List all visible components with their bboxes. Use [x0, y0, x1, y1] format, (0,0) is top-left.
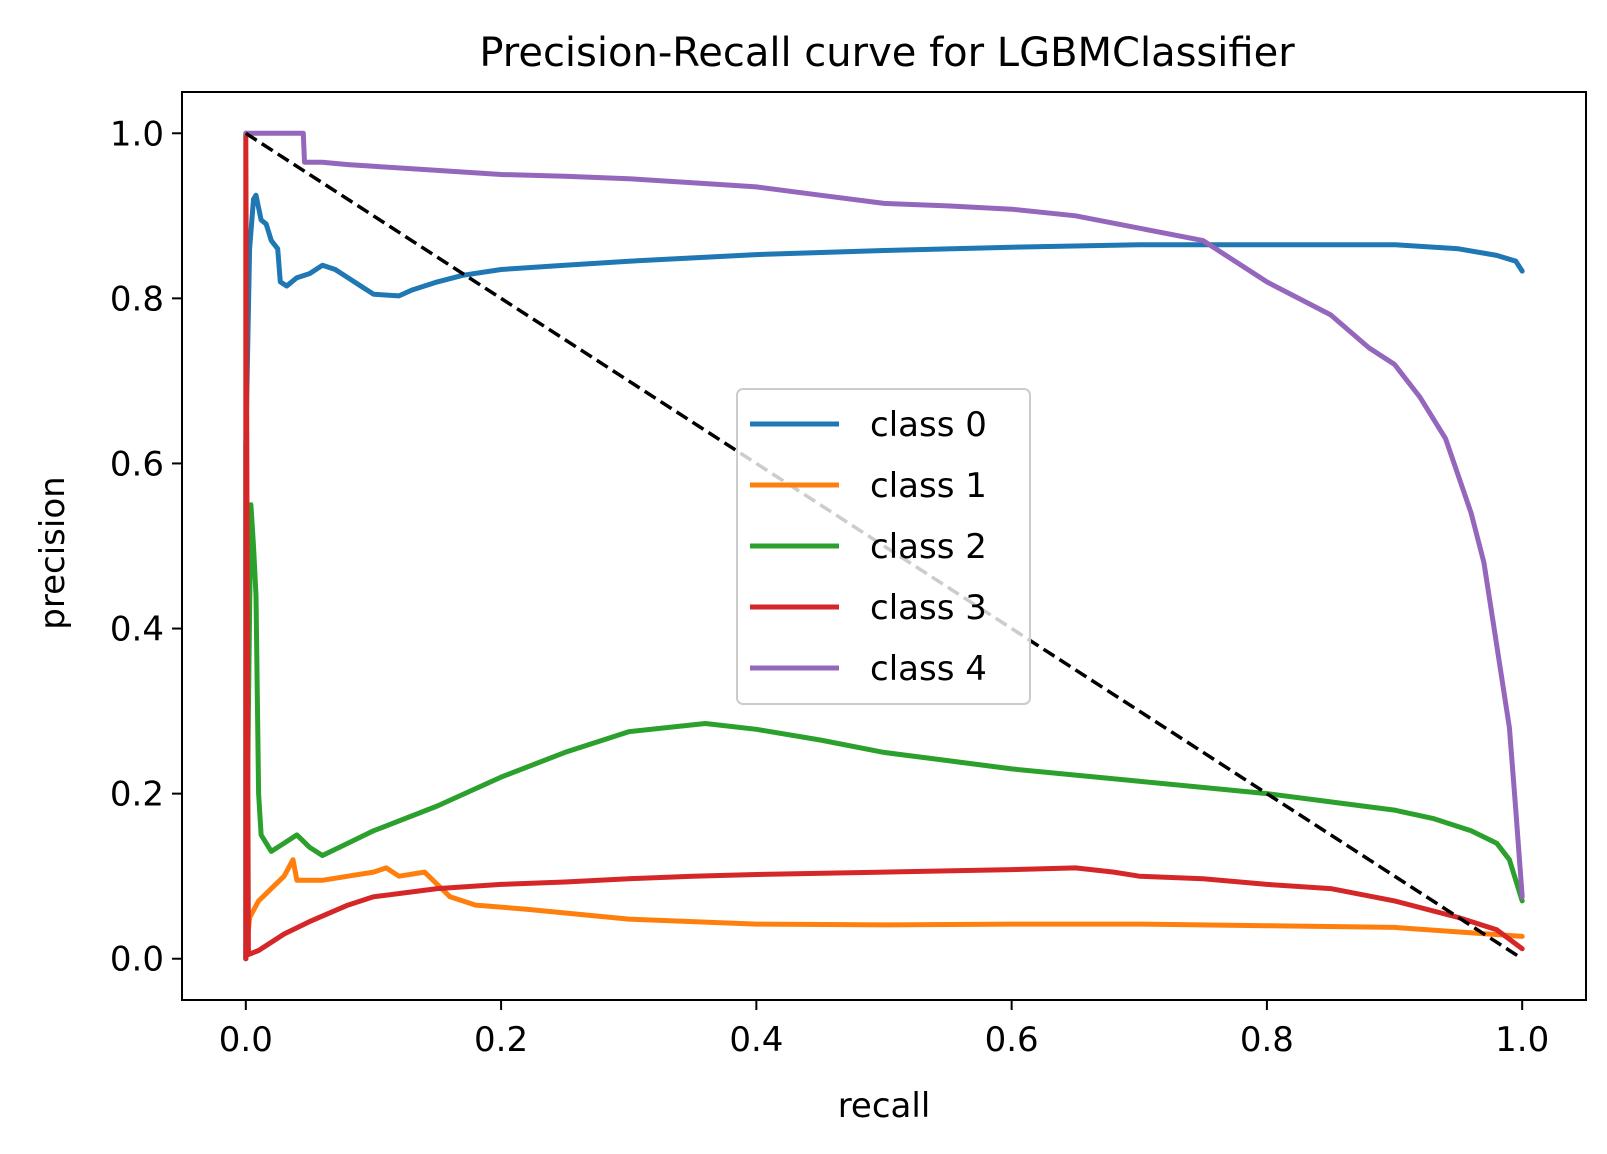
series-line-class-1: [243, 857, 1525, 962]
x-tick-label: 0.4: [729, 1020, 783, 1060]
series-line-class-3: [243, 130, 1525, 962]
legend-label: class 1: [870, 466, 987, 506]
y-axis-label: precision: [33, 476, 73, 629]
y-tick-label: 1.0: [110, 114, 164, 154]
y-tick-label: 0.6: [110, 444, 164, 484]
x-axis-ticks: 0.0 0.2 0.4 0.6 0.8 1.0: [219, 1000, 1549, 1060]
legend-label: class 4: [870, 649, 987, 689]
legend-label: class 2: [870, 527, 987, 567]
chart-title: Precision-Recall curve for LGBMClassifie…: [479, 30, 1295, 76]
y-axis-ticks: 0.0 0.2 0.4 0.6 0.8 1.0: [110, 114, 182, 980]
legend-label: class 0: [870, 405, 987, 445]
x-tick-label: 0.2: [474, 1020, 528, 1060]
legend-label: class 3: [870, 588, 987, 628]
series-line-class-4: [243, 130, 1525, 900]
legend: class 0 class 1 class 2 class 3 class 4: [736, 388, 1031, 705]
plot-frame: [181, 91, 1587, 1001]
x-tick-label: 1.0: [1495, 1020, 1549, 1060]
series-line-class-0: [243, 192, 1525, 962]
y-tick-label: 0.0: [110, 940, 164, 980]
x-tick-label: 0.0: [219, 1020, 273, 1060]
x-axis-label: recall: [838, 1086, 931, 1126]
y-tick-label: 0.2: [110, 775, 164, 815]
legend-box: [736, 388, 1031, 705]
y-tick-label: 0.4: [110, 610, 164, 650]
x-tick-label: 0.8: [1240, 1020, 1294, 1060]
series-line-class-2: [243, 502, 1525, 962]
x-tick-label: 0.6: [985, 1020, 1039, 1060]
y-tick-label: 0.8: [110, 279, 164, 319]
